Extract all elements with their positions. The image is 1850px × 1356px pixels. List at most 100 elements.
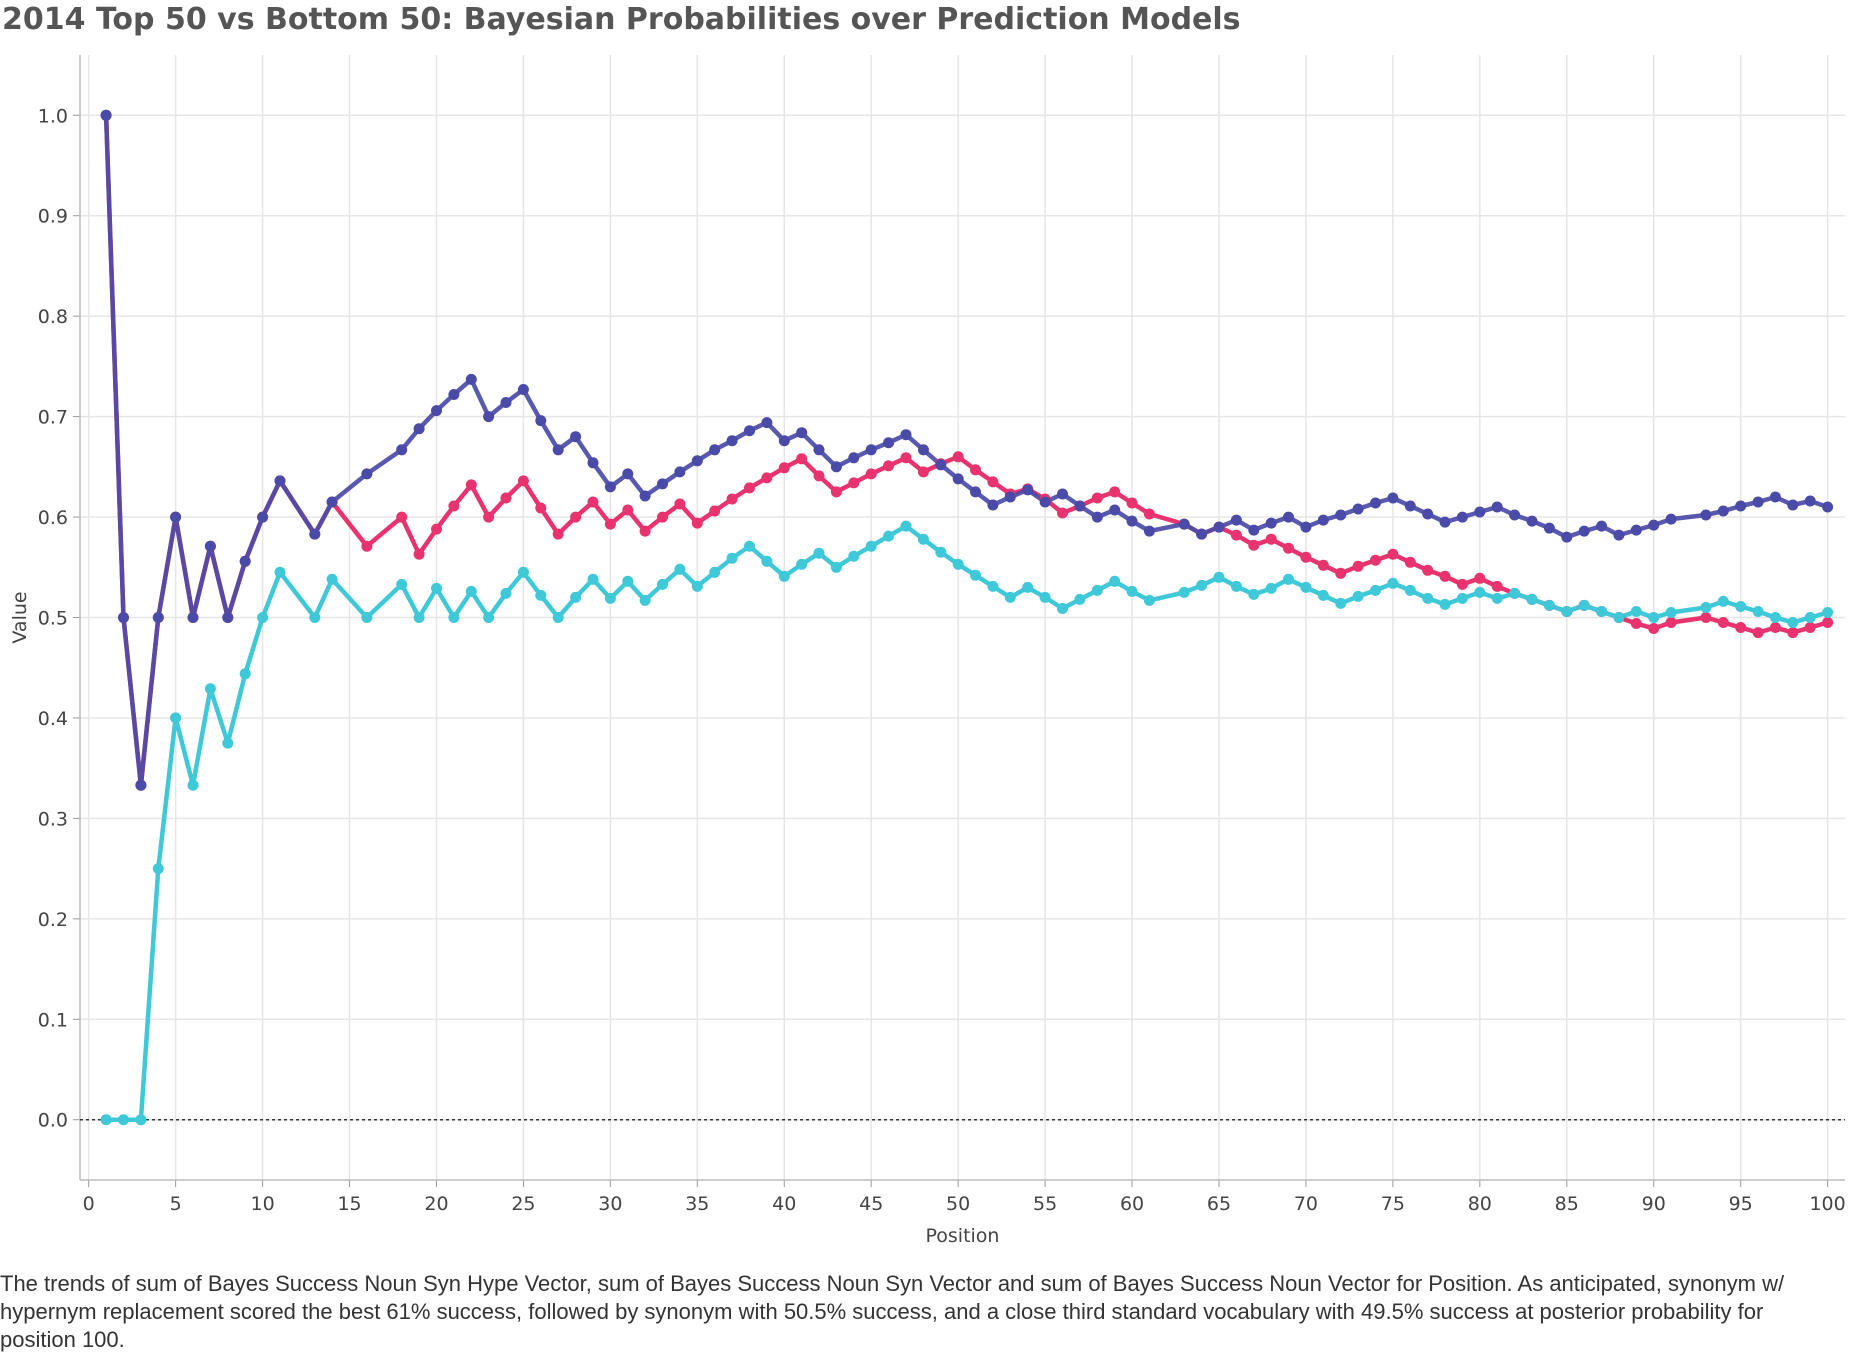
x-tick-label: 100 bbox=[1809, 1193, 1845, 1215]
data-point bbox=[274, 566, 286, 578]
data-point bbox=[1300, 551, 1312, 563]
data-point bbox=[326, 573, 338, 585]
y-tick-label: 0.8 bbox=[38, 306, 68, 328]
data-point bbox=[309, 528, 321, 540]
data-point bbox=[865, 468, 877, 480]
x-tick-label: 85 bbox=[1555, 1193, 1579, 1215]
x-tick-label: 20 bbox=[424, 1193, 448, 1215]
x-tick-label: 70 bbox=[1294, 1193, 1318, 1215]
data-point bbox=[639, 490, 651, 502]
data-point bbox=[657, 578, 668, 590]
x-tick-label: 30 bbox=[598, 1193, 622, 1215]
data-point bbox=[1126, 585, 1138, 597]
data-point bbox=[970, 486, 981, 498]
data-point bbox=[1491, 592, 1503, 604]
data-point bbox=[1822, 501, 1834, 513]
data-point bbox=[1143, 508, 1155, 520]
data-point bbox=[361, 612, 373, 623]
data-point bbox=[1717, 505, 1729, 517]
data-point bbox=[1439, 598, 1451, 610]
x-tick-label: 80 bbox=[1468, 1193, 1492, 1215]
data-point bbox=[726, 435, 738, 447]
gridlines bbox=[80, 55, 1845, 1180]
data-point bbox=[587, 573, 599, 585]
data-point bbox=[1370, 497, 1381, 509]
data-point bbox=[500, 587, 512, 599]
data-point bbox=[431, 582, 442, 594]
data-point bbox=[1196, 528, 1208, 540]
data-point bbox=[274, 475, 286, 487]
data-point bbox=[222, 737, 234, 749]
data-point bbox=[1352, 560, 1364, 572]
data-point bbox=[830, 486, 842, 498]
axes: 0 5 10 15 20 25 30 35 40 45 50 55 60 65 70 75 80 85 90 95 10… bbox=[38, 55, 1846, 1215]
data-point bbox=[674, 466, 686, 478]
y-tick-label: 0.3 bbox=[38, 808, 68, 830]
data-point bbox=[1665, 617, 1677, 628]
data-point bbox=[1404, 500, 1416, 512]
data-point bbox=[1091, 492, 1103, 504]
data-point bbox=[465, 373, 477, 385]
data-point bbox=[187, 779, 199, 791]
data-point bbox=[1265, 533, 1277, 545]
data-point bbox=[1283, 542, 1294, 554]
data-point bbox=[1404, 584, 1416, 596]
data-point bbox=[1769, 612, 1781, 623]
data-point bbox=[1109, 486, 1121, 498]
data-point bbox=[865, 444, 877, 456]
data-point bbox=[1804, 612, 1816, 623]
data-point bbox=[1439, 570, 1451, 582]
data-point bbox=[883, 530, 895, 542]
data-point bbox=[1613, 529, 1625, 541]
data-point bbox=[239, 668, 251, 680]
data-point bbox=[935, 546, 947, 558]
data-point bbox=[744, 540, 755, 552]
data-point bbox=[1109, 575, 1121, 587]
data-point bbox=[1735, 622, 1747, 633]
data-point bbox=[1769, 491, 1781, 503]
data-point bbox=[1422, 564, 1434, 576]
data-point bbox=[1230, 580, 1242, 592]
data-point bbox=[1456, 592, 1468, 604]
data-point bbox=[1265, 582, 1277, 594]
data-point bbox=[1109, 504, 1121, 516]
data-point bbox=[135, 1114, 147, 1126]
data-point bbox=[187, 612, 199, 623]
data-point bbox=[1648, 519, 1660, 531]
data-point bbox=[639, 594, 651, 606]
data-point bbox=[917, 466, 929, 478]
data-point bbox=[517, 566, 529, 578]
data-point bbox=[135, 779, 147, 791]
data-point bbox=[1735, 601, 1747, 612]
data-point bbox=[1491, 501, 1503, 513]
data-point bbox=[500, 397, 512, 408]
data-point bbox=[1822, 617, 1834, 628]
data-point bbox=[709, 444, 721, 456]
data-point bbox=[517, 475, 529, 487]
data-point bbox=[1526, 515, 1538, 527]
x-tick-label: 10 bbox=[250, 1193, 274, 1215]
data-point bbox=[1317, 559, 1329, 571]
x-tick-label: 5 bbox=[170, 1193, 182, 1215]
y-tick-label: 1.0 bbox=[38, 105, 68, 127]
data-point bbox=[465, 479, 477, 491]
data-point bbox=[361, 468, 373, 480]
data-point bbox=[1596, 520, 1608, 532]
data-point bbox=[1787, 617, 1799, 628]
data-point bbox=[1404, 556, 1416, 568]
data-point bbox=[900, 452, 912, 464]
y-tick-label: 0.2 bbox=[38, 909, 68, 931]
data-point bbox=[1057, 507, 1068, 519]
data-point bbox=[1370, 554, 1381, 566]
data-point bbox=[1248, 524, 1260, 536]
data-point bbox=[1526, 593, 1538, 605]
data-point bbox=[535, 415, 547, 427]
x-tick-label: 50 bbox=[946, 1193, 970, 1215]
data-point bbox=[761, 472, 773, 484]
data-point bbox=[744, 425, 755, 437]
data-point bbox=[1578, 599, 1590, 611]
data-point bbox=[726, 493, 738, 505]
data-point bbox=[604, 481, 616, 493]
data-point bbox=[1474, 572, 1486, 584]
data-point bbox=[1717, 617, 1729, 628]
